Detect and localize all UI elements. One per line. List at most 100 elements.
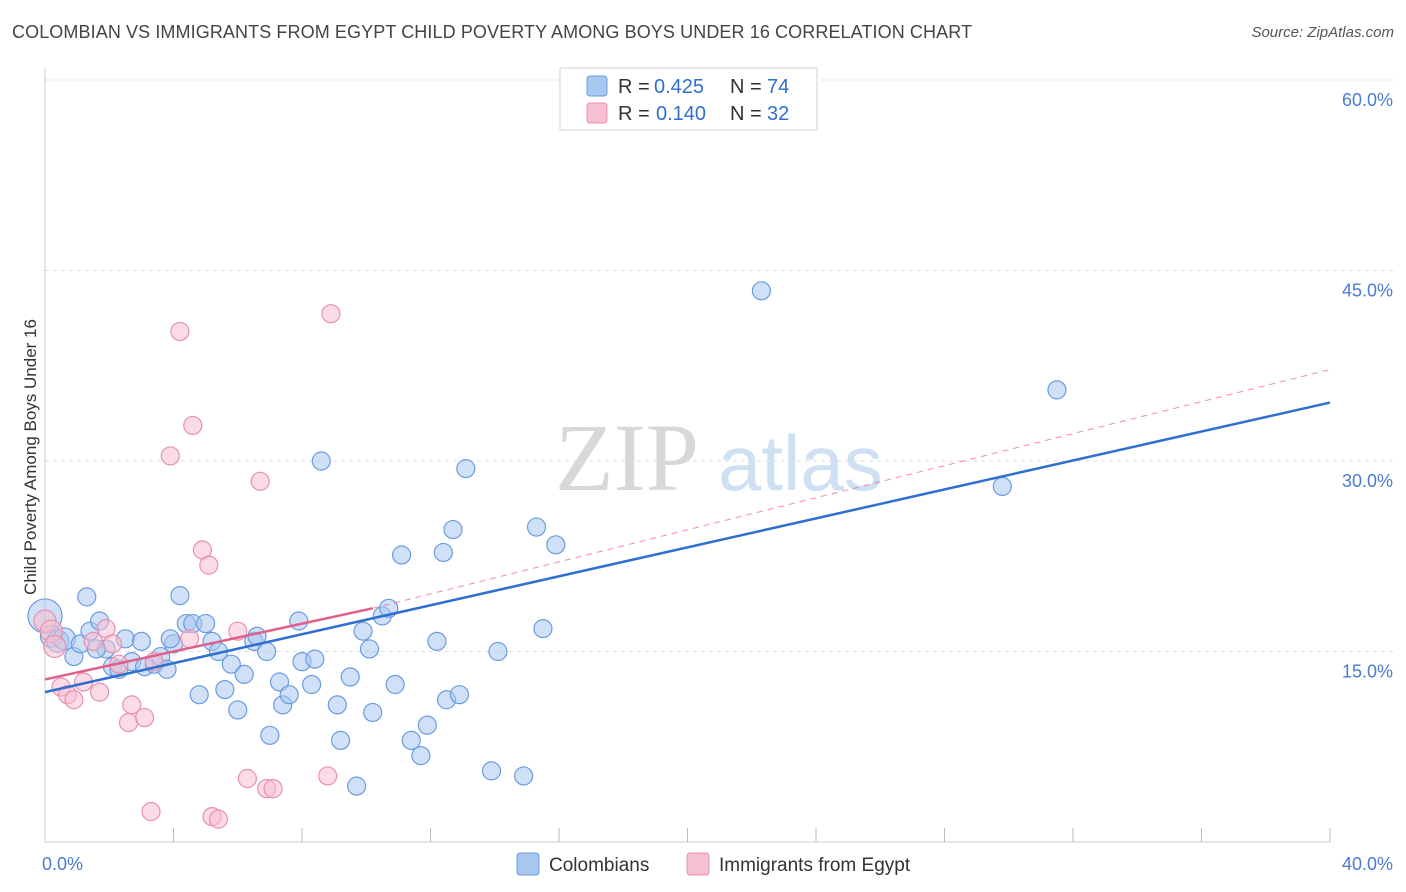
point-colombians: [533, 619, 553, 639]
point-egypt: [179, 629, 200, 649]
point-colombians: [546, 535, 566, 555]
point-colombians: [327, 695, 347, 715]
point-colombians: [221, 654, 241, 674]
legend-swatch-blue: [586, 75, 608, 97]
point-egypt: [83, 631, 103, 651]
point-colombians: [433, 542, 453, 563]
legend-bottom-label-2: Immigrants from Egypt: [719, 855, 911, 876]
point-egypt: [208, 809, 229, 829]
legend-n-value-2: 32: [767, 103, 789, 125]
y-tick-labels: 15.0% 30.0% 45.0% 60.0%: [1342, 90, 1393, 682]
point-colombians: [311, 451, 331, 471]
legend-bottom: Colombians Immigrants from Egypt: [516, 852, 911, 876]
y-tick-label: 60.0%: [1342, 90, 1393, 110]
point-colombians: [228, 700, 248, 720]
point-colombians: [302, 674, 322, 695]
point-colombians: [411, 746, 431, 766]
legend-bottom-label-1: Colombians: [549, 855, 649, 876]
point-colombians: [526, 517, 547, 537]
point-colombians: [305, 649, 325, 669]
legend-bottom-swatch-blue: [516, 852, 540, 876]
point-colombians: [456, 459, 476, 479]
legend-bottom-swatch-pink: [686, 852, 710, 876]
point-colombians: [189, 685, 209, 705]
point-egypt: [102, 634, 123, 654]
legend-n-label-1: N =: [730, 76, 762, 98]
point-egypt: [134, 707, 155, 728]
point-egypt: [122, 695, 142, 715]
trend-egypt-extension: [372, 369, 1331, 609]
point-colombians: [330, 730, 351, 751]
y-tick-label: 45.0%: [1342, 281, 1393, 301]
point-colombians: [385, 674, 405, 695]
point-colombians: [427, 631, 447, 651]
legend-n-value-1: 74: [767, 76, 789, 98]
watermark-atlas: atlas: [718, 419, 883, 507]
point-colombians: [131, 631, 151, 651]
point-egypt: [141, 801, 161, 822]
legend-r-label-1: R =: [618, 76, 650, 98]
point-egypt: [43, 634, 67, 659]
point-colombians: [353, 621, 373, 641]
source-label: Source: ZipAtlas.com: [1251, 24, 1394, 41]
legend-n-label-2: N =: [730, 103, 762, 125]
point-colombians: [170, 586, 190, 606]
point-colombians: [289, 611, 309, 631]
trend-egypt: [44, 607, 373, 681]
trend-lines: [44, 369, 1331, 694]
point-egypt: [160, 446, 180, 466]
point-egypt: [183, 415, 203, 436]
point-colombians: [234, 664, 254, 684]
x-tick-labels: 0.0% 40.0%: [42, 854, 1393, 874]
legend-r-label-2: R =: [618, 103, 650, 125]
legend-r-value-1: 0.425: [654, 76, 704, 98]
point-colombians: [257, 641, 277, 662]
point-colombians: [260, 725, 280, 745]
point-colombians: [417, 715, 437, 735]
point-colombians: [269, 672, 290, 692]
point-colombians: [391, 545, 412, 565]
point-colombians: [449, 685, 470, 705]
legend-swatch-pink: [586, 102, 608, 124]
grid-lines: [45, 79, 1395, 652]
point-colombians: [443, 519, 463, 540]
legend-top: R = 0.425 N = 74 R = 0.140 N = 32: [559, 67, 818, 131]
point-colombians: [160, 629, 180, 649]
point-colombians: [215, 679, 235, 700]
point-colombians: [488, 641, 508, 662]
y-tick-label: 30.0%: [1342, 471, 1393, 491]
point-egypt: [170, 321, 190, 342]
point-colombians: [481, 761, 502, 781]
point-colombians: [196, 613, 216, 634]
point-colombians: [340, 667, 360, 687]
point-colombians: [992, 476, 1012, 496]
point-colombians: [1047, 380, 1067, 400]
y-axis-label: Child Poverty Among Boys Under 16: [21, 319, 40, 595]
trend-colombians: [44, 401, 1331, 694]
y-tick-label: 15.0%: [1342, 662, 1393, 682]
point-colombians: [279, 685, 299, 705]
x-tick-label-min: 0.0%: [42, 854, 83, 874]
point-egypt: [237, 768, 257, 789]
point-egypt: [250, 471, 270, 491]
point-colombians: [77, 587, 97, 607]
x-tick-label-max: 40.0%: [1342, 854, 1393, 874]
point-egypt: [318, 766, 338, 786]
point-colombians: [359, 639, 380, 659]
watermark: ZIP atlas: [555, 404, 883, 511]
legend-r-value-2: 0.140: [656, 103, 706, 125]
watermark-zip: ZIP: [555, 404, 699, 511]
point-egypt: [199, 555, 219, 575]
point-egypt: [90, 682, 110, 702]
point-colombians: [363, 702, 383, 723]
chart-title: COLOMBIAN VS IMMIGRANTS FROM EGYPT CHILD…: [12, 22, 973, 42]
point-egypt: [321, 304, 341, 324]
point-egypt: [118, 713, 139, 733]
point-egypt: [64, 690, 84, 710]
point-colombians: [347, 776, 367, 796]
point-colombians: [751, 281, 771, 301]
point-egypt: [263, 779, 283, 799]
scatter-points: [27, 281, 1067, 829]
point-colombians: [514, 766, 534, 786]
